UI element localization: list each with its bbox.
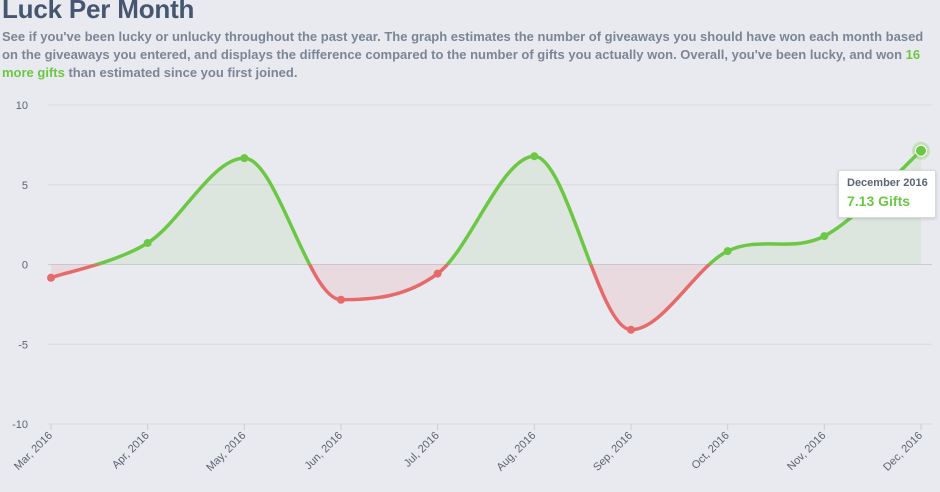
x-tick-label: Mar, 2016 (12, 430, 55, 473)
y-tick-label: 5 (22, 180, 28, 192)
x-tick-label: Dec, 2016 (881, 430, 925, 474)
y-tick-label: -5 (18, 339, 28, 351)
y-tick-label: 10 (16, 100, 28, 112)
y-tick-label: -10 (12, 419, 28, 431)
data-point (530, 152, 539, 161)
y-tick-label: 0 (22, 260, 28, 272)
x-tick-label: Apr, 2016 (110, 430, 152, 472)
data-point (820, 232, 829, 241)
x-tick-label: Jul, 2016 (402, 430, 442, 470)
description: See if you've been lucky or unlucky thro… (2, 28, 937, 82)
chart-tooltip: December 2016 7.13 Gifts (838, 170, 936, 218)
page-title: Luck Per Month (2, 0, 195, 24)
x-tick-label: Sep, 2016 (591, 430, 635, 474)
data-point (433, 269, 442, 278)
tooltip-date: December 2016 (847, 177, 928, 189)
x-tick-label: May, 2016 (204, 430, 248, 474)
data-point (915, 144, 927, 157)
x-tick-label: Jun, 2016 (302, 430, 345, 473)
description-text-2: than estimated since you first joined. (64, 65, 298, 80)
x-tick-label: Aug, 2016 (495, 430, 539, 474)
description-text-1: See if you've been lucky or unlucky thro… (2, 29, 924, 62)
x-tick-label: Oct, 2016 (690, 430, 732, 472)
data-point (627, 325, 635, 334)
x-tick-label: Nov, 2016 (785, 430, 828, 473)
tooltip-value: 7.13 Gifts (847, 193, 911, 209)
data-point (723, 247, 732, 256)
data-point (47, 273, 55, 282)
description-highlight: 16 more gifts (2, 47, 921, 80)
data-point (240, 154, 249, 163)
data-point (337, 295, 345, 304)
area-positive (51, 150, 921, 265)
series-line-positive (90, 149, 923, 265)
data-point (143, 238, 152, 247)
